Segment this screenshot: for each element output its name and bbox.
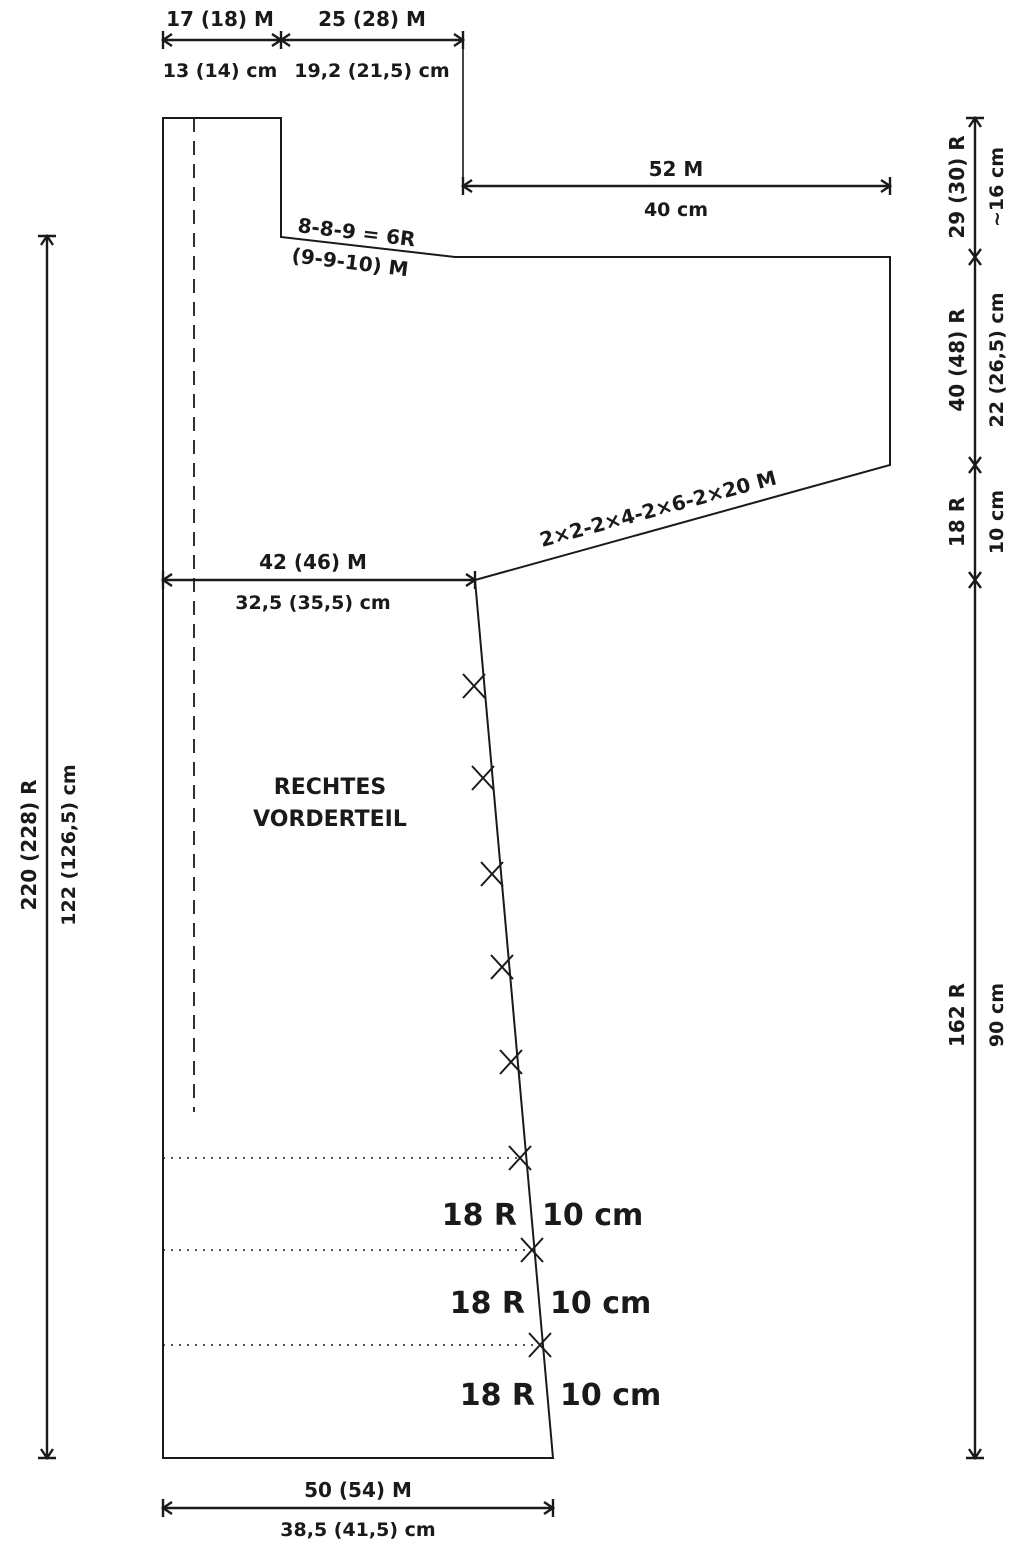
sleeve-top-stitches: 52 M [649, 157, 704, 181]
decrease-marker [528, 1332, 552, 1358]
seg4-cm: 90 cm [986, 983, 1008, 1047]
bottom-cm: 38,5 (41,5) cm [280, 1519, 435, 1541]
sleeve-increase-label: 2×2-2×4-2×6-2×20 M [537, 465, 779, 551]
seg4-rows: 162 R [945, 983, 969, 1047]
right-length-dimension [966, 115, 984, 1461]
section-1-rows: 18 R [442, 1198, 517, 1233]
bottom-dimension [160, 1499, 556, 1517]
section-2-rows: 18 R [450, 1286, 525, 1321]
top-right-cm: 19,2 (21,5) cm [294, 60, 449, 82]
top-dimension-left [160, 31, 284, 49]
decrease-marker [508, 1145, 532, 1171]
seg2-cm: 22 (26,5) cm [986, 293, 1008, 428]
decrease-markers [462, 673, 552, 1358]
decrease-marker [462, 673, 486, 699]
seg1-cm: ~16 cm [986, 147, 1008, 227]
top-right-stitches: 25 (28) M [318, 7, 426, 31]
chest-cm: 32,5 (35,5) cm [235, 592, 390, 614]
decrease-marker [471, 765, 495, 791]
piece-title-line1: RECHTES [274, 775, 386, 800]
piece-outline [162, 117, 891, 1459]
chest-dimension [160, 571, 478, 589]
decrease-marker [499, 1049, 523, 1075]
sleeve-top-cm: 40 cm [644, 199, 708, 221]
sleeve-top-dimension [460, 177, 893, 195]
top-left-stitches: 17 (18) M [166, 7, 274, 31]
section-2-cm: 10 cm [550, 1286, 651, 1321]
chest-stitches: 42 (46) M [259, 550, 367, 574]
left-length-dimension [38, 233, 56, 1461]
section-1-cm: 10 cm [542, 1198, 643, 1233]
section-3-rows: 18 R [460, 1378, 535, 1413]
seg1-rows: 29 (30) R [945, 135, 969, 238]
seg2-rows: 40 (48) R [945, 308, 969, 411]
piece-title-line2: VORDERTEIL [253, 807, 407, 832]
decrease-marker [520, 1237, 544, 1263]
seg3-rows: 18 R [945, 497, 969, 547]
top-left-cm: 13 (14) cm [163, 60, 278, 82]
top-dimension-right [278, 31, 466, 186]
left-length-rows: 220 (228) R [17, 779, 41, 910]
left-length-cm: 122 (126,5) cm [58, 764, 80, 925]
bottom-stitches: 50 (54) M [304, 1478, 412, 1502]
decrease-marker [480, 861, 504, 887]
section-3-cm: 10 cm [560, 1378, 661, 1413]
decrease-marker [490, 954, 514, 980]
seg3-cm: 10 cm [986, 490, 1008, 554]
